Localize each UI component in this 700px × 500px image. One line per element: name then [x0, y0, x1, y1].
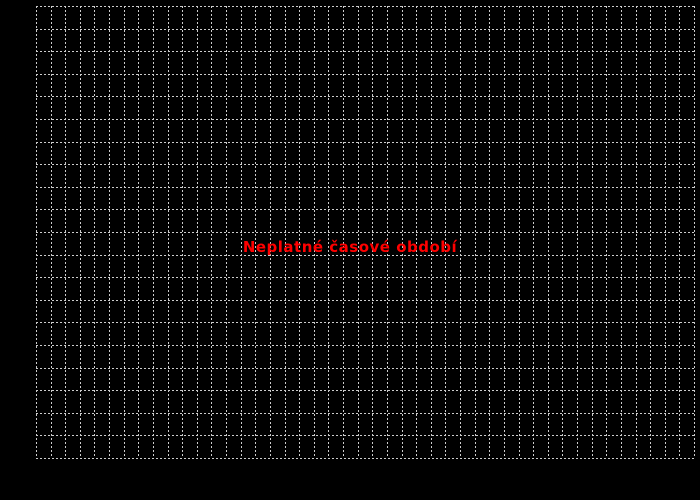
error-message: Neplatné časové období: [242, 238, 458, 256]
